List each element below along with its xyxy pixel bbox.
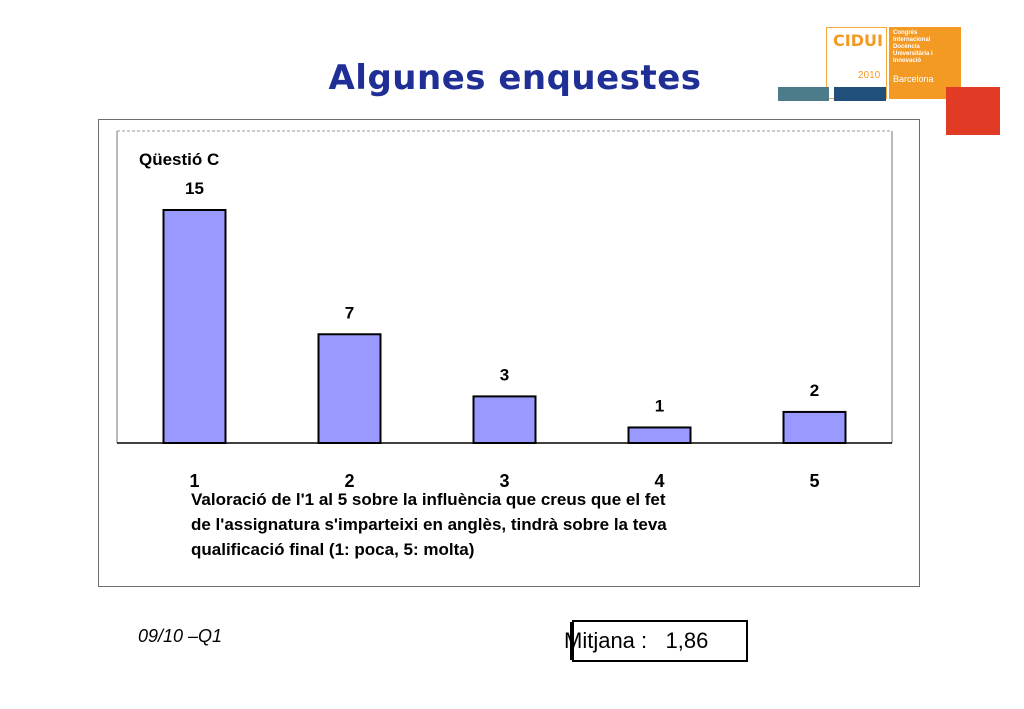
- bar-1: [162, 209, 227, 444]
- bar-5: [782, 410, 847, 444]
- logo-desc-line: Congrés: [893, 30, 918, 36]
- logo-description: Congrés Internacional Docència Universit…: [893, 30, 959, 65]
- logo-city: Barcelona: [893, 74, 934, 84]
- mean-label: Mitjana :: [564, 628, 648, 653]
- mean-value: 1,86: [665, 628, 709, 653]
- logo-desc-line: Internacional: [893, 37, 931, 43]
- data-label: 2: [810, 381, 819, 400]
- bar-chart: Qüestió C 15 7 3 1 2 1 2 3 4 5 Valoració de l'1 …: [116, 130, 893, 559]
- x-axis-label-line: de l'assignatura s'imparteixi en anglès,…: [191, 515, 667, 534]
- logo-strip-teal: [778, 87, 829, 101]
- logo-red-square: [946, 87, 1000, 135]
- logo-desc-line: Docència: [893, 44, 920, 50]
- x-tick-label: 3: [499, 471, 509, 491]
- data-label: 1: [655, 396, 664, 415]
- mean-spacer: [647, 628, 665, 654]
- data-label: 7: [345, 303, 354, 322]
- logo-name: CIDUI: [833, 31, 883, 50]
- logo-strip-navy: [834, 87, 886, 101]
- data-label: 3: [500, 365, 509, 384]
- data-label: 15: [185, 179, 204, 198]
- slide-title: Algunes enquestes: [328, 58, 702, 98]
- chart-frame: Qüestió C 15 7 3 1 2 1 2 3 4 5 Valoració de l'1 …: [98, 119, 920, 587]
- cidui-logo: CIDUI 2010 Congrés Internacional Docènci…: [778, 25, 1000, 137]
- x-tick-label: 4: [654, 471, 664, 491]
- x-axis-label-line: qualificació final (1: poca, 5: molta): [191, 540, 474, 559]
- logo-desc-line: Universitària i: [893, 51, 933, 57]
- bar-4: [627, 426, 692, 445]
- x-tick-label: 1: [189, 471, 199, 491]
- bar-2: [317, 333, 382, 444]
- logo-desc-line: Innovació: [893, 58, 922, 64]
- x-tick-label: 5: [809, 471, 819, 491]
- bar-3: [472, 395, 537, 444]
- x-tick-label: 2: [344, 471, 354, 491]
- mean-box: Mitjana : 1,86: [564, 620, 748, 662]
- course-period-label: 09/10 –Q1: [138, 626, 223, 646]
- x-axis-label-line: Valoració de l'1 al 5 sobre la influènci…: [191, 490, 666, 509]
- logo-year: 2010: [858, 70, 881, 81]
- chart-title: Qüestió C: [139, 150, 219, 169]
